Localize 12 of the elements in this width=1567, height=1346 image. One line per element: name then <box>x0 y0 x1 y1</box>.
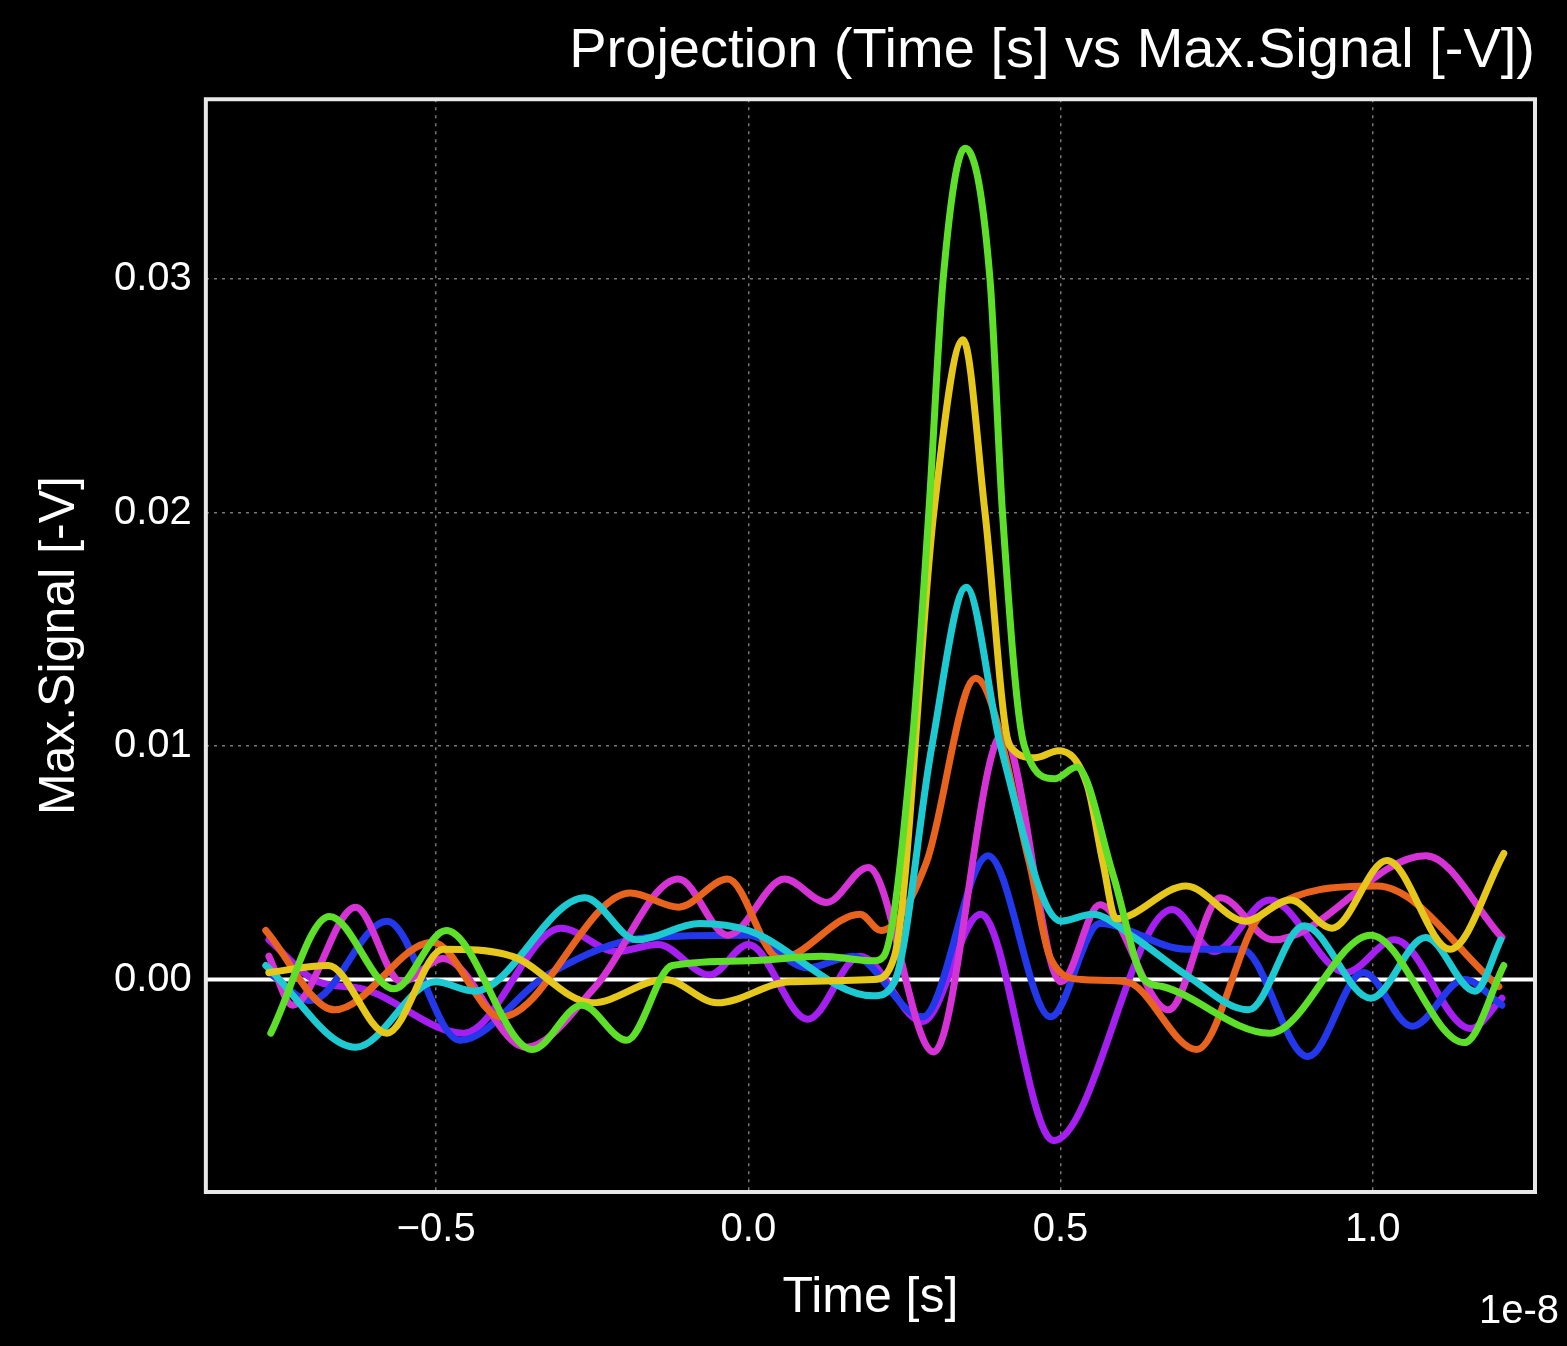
x-axis-title: Time [s] <box>782 1266 959 1323</box>
text: 1e-8 <box>1478 1287 1559 1332</box>
y-tick-label: 0.00 <box>113 954 192 999</box>
x-tick-label: −0.5 <box>396 1205 476 1250</box>
y-tick-label: 0.03 <box>113 254 192 299</box>
x-tick-label: 1.0 <box>1344 1205 1401 1250</box>
y-tick-label: 0.01 <box>113 721 192 766</box>
x-tick-label: 0.0 <box>720 1205 777 1250</box>
y-tick-label: 0.02 <box>113 487 192 532</box>
y-axis-title: Max.Signal [-V] <box>28 476 85 816</box>
chart-title: Projection (Time [s] vs Max.Signal [-V]) <box>569 16 1535 80</box>
x-tick-label: 0.5 <box>1032 1205 1089 1250</box>
